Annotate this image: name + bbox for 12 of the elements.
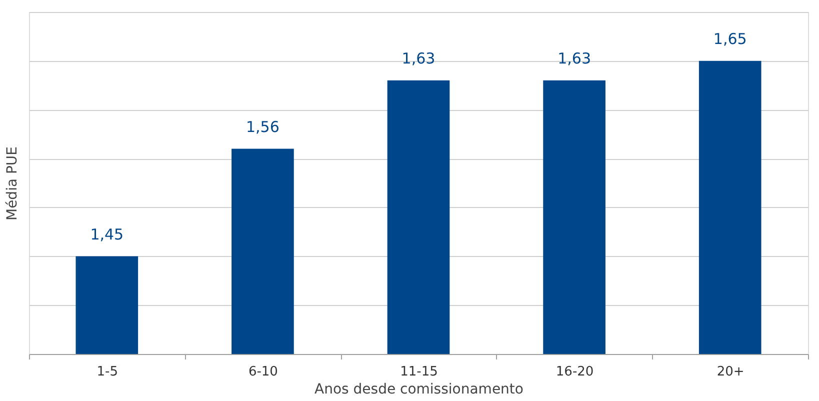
x-axis-title: Anos desde comissionamento [314,382,524,398]
data-label: 1,63 [558,49,592,68]
data-label: 1,56 [246,118,280,136]
y-axis-title: Média PUE [4,146,20,221]
x-tick-label: 20+ [716,364,744,380]
data-label: 1,65 [713,30,747,48]
data-label: 1,45 [90,225,124,244]
x-tick-label: 16-20 [556,364,594,380]
data-label: 1,63 [402,49,436,68]
x-tick-label: 1-5 [96,364,118,380]
x-tick-label: 11-15 [400,364,438,380]
x-tick-label: 6-10 [248,364,278,380]
